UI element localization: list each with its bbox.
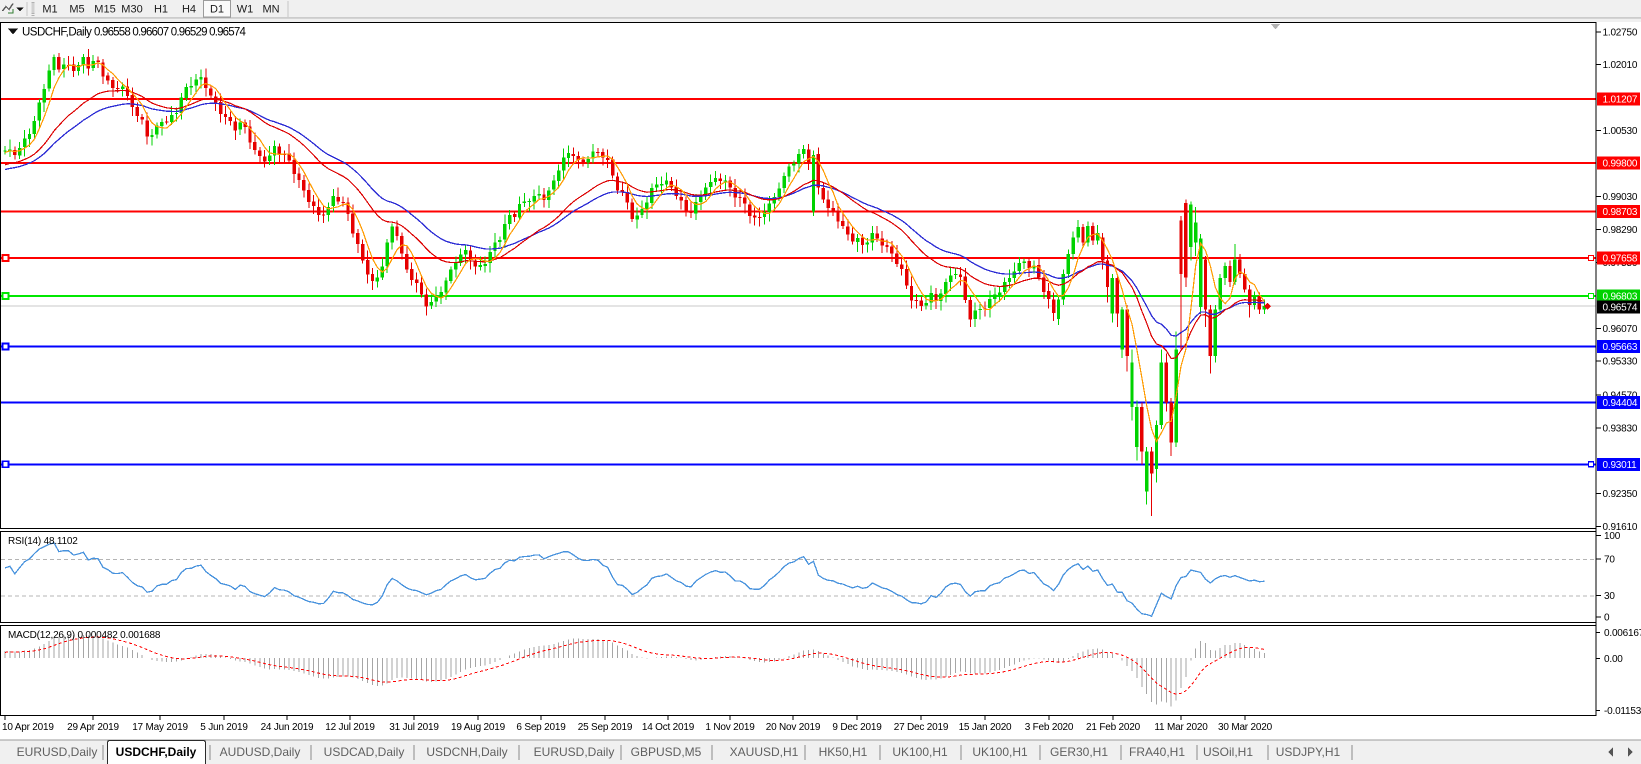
svg-text:0.95330: 0.95330 <box>1603 357 1638 368</box>
svg-text:1.00530: 1.00530 <box>1603 126 1638 137</box>
svg-text:UK100,H1: UK100,H1 <box>892 745 948 759</box>
svg-text:XAUUSD,H1: XAUUSD,H1 <box>730 745 799 759</box>
svg-text:0.96558 0.96607 0.96529 0.9657: 0.96558 0.96607 0.96529 0.96574 <box>94 27 246 39</box>
svg-text:31 Jul 2019: 31 Jul 2019 <box>389 722 439 733</box>
svg-text:M15: M15 <box>94 4 115 16</box>
svg-text:0.96574: 0.96574 <box>1603 302 1638 313</box>
svg-text:0.92350: 0.92350 <box>1603 489 1638 500</box>
svg-text:USOil,H1: USOil,H1 <box>1203 745 1253 759</box>
svg-text:6 Sep 2019: 6 Sep 2019 <box>516 722 566 733</box>
svg-text:27 Dec 2019: 27 Dec 2019 <box>894 722 949 733</box>
svg-text:0: 0 <box>1604 613 1610 624</box>
svg-text:H1: H1 <box>154 4 168 16</box>
svg-text:D1: D1 <box>210 4 224 16</box>
svg-text:20 Nov 2019: 20 Nov 2019 <box>766 722 821 733</box>
svg-text:100: 100 <box>1604 531 1621 542</box>
svg-text:UK100,H1: UK100,H1 <box>972 745 1028 759</box>
svg-text:12 Jul 2019: 12 Jul 2019 <box>325 722 375 733</box>
svg-text:0.99030: 0.99030 <box>1603 192 1638 203</box>
svg-text:29 Apr 2019: 29 Apr 2019 <box>67 722 119 733</box>
svg-text:5 Jun 2019: 5 Jun 2019 <box>200 722 248 733</box>
svg-text:USDJPY,H1: USDJPY,H1 <box>1276 745 1341 759</box>
svg-text:0.95663: 0.95663 <box>1603 342 1638 353</box>
svg-text:30 Mar 2020: 30 Mar 2020 <box>1218 722 1273 733</box>
svg-text:MN: MN <box>262 4 279 16</box>
svg-text:0.006167: 0.006167 <box>1604 628 1641 639</box>
svg-text:0.96070: 0.96070 <box>1603 324 1638 335</box>
svg-text:M1: M1 <box>42 4 57 16</box>
svg-text:19 Aug 2019: 19 Aug 2019 <box>451 722 506 733</box>
svg-text:AUDUSD,Daily: AUDUSD,Daily <box>220 745 301 759</box>
svg-text:25 Sep 2019: 25 Sep 2019 <box>578 722 633 733</box>
svg-text:M30: M30 <box>121 4 142 16</box>
svg-text:USDCNH,Daily: USDCNH,Daily <box>426 745 507 759</box>
svg-text:0.91610: 0.91610 <box>1603 522 1638 533</box>
svg-text:GBPUSD,M5: GBPUSD,M5 <box>631 745 702 759</box>
svg-text:15 Jan 2020: 15 Jan 2020 <box>959 722 1012 733</box>
svg-text:0.96803: 0.96803 <box>1603 291 1638 302</box>
svg-text:21 Feb 2020: 21 Feb 2020 <box>1086 722 1141 733</box>
svg-text:3 Feb 2020: 3 Feb 2020 <box>1025 722 1074 733</box>
svg-text:0.98703: 0.98703 <box>1603 207 1638 218</box>
svg-text:MACD(12,26,9) 0.000482 0.00168: MACD(12,26,9) 0.000482 0.001688 <box>8 630 161 641</box>
svg-text:1.02010: 1.02010 <box>1603 60 1638 71</box>
svg-text:USDCHF,Daily: USDCHF,Daily <box>116 745 197 759</box>
svg-text:GER30,H1: GER30,H1 <box>1050 745 1108 759</box>
svg-text:EURUSD,Daily: EURUSD,Daily <box>534 745 615 759</box>
svg-text:0.93011: 0.93011 <box>1603 460 1638 471</box>
svg-text:M5: M5 <box>69 4 84 16</box>
svg-text:1 Nov 2019: 1 Nov 2019 <box>705 722 755 733</box>
svg-text:0.98290: 0.98290 <box>1603 225 1638 236</box>
svg-text:17 May 2019: 17 May 2019 <box>132 722 188 733</box>
svg-text:H4: H4 <box>182 4 196 16</box>
svg-text:9 Dec 2019: 9 Dec 2019 <box>832 722 882 733</box>
svg-text:30: 30 <box>1604 591 1615 602</box>
svg-text:FRA40,H1: FRA40,H1 <box>1129 745 1185 759</box>
svg-text:0.94404: 0.94404 <box>1603 398 1638 409</box>
svg-text:0.93830: 0.93830 <box>1603 423 1638 434</box>
svg-text:1.02750: 1.02750 <box>1603 27 1638 38</box>
svg-text:70: 70 <box>1604 555 1615 566</box>
svg-text:EURUSD,Daily: EURUSD,Daily <box>17 745 98 759</box>
svg-text:24 Jun 2019: 24 Jun 2019 <box>261 722 314 733</box>
svg-text:HK50,H1: HK50,H1 <box>819 745 868 759</box>
svg-text:USDCAD,Daily: USDCAD,Daily <box>324 745 405 759</box>
svg-text:10 Apr 2019: 10 Apr 2019 <box>2 722 54 733</box>
svg-text:11 Mar 2020: 11 Mar 2020 <box>1154 722 1208 733</box>
svg-text:W1: W1 <box>237 4 254 16</box>
svg-text:0.97658: 0.97658 <box>1603 254 1638 265</box>
svg-text:USDCHF,Daily: USDCHF,Daily <box>22 27 92 39</box>
svg-text:0.99800: 0.99800 <box>1603 158 1638 169</box>
svg-text:14 Oct 2019: 14 Oct 2019 <box>642 722 695 733</box>
svg-text:1.01207: 1.01207 <box>1603 95 1638 106</box>
svg-text:RSI(14) 48.1102: RSI(14) 48.1102 <box>8 536 78 547</box>
svg-text:0.00: 0.00 <box>1604 654 1623 665</box>
